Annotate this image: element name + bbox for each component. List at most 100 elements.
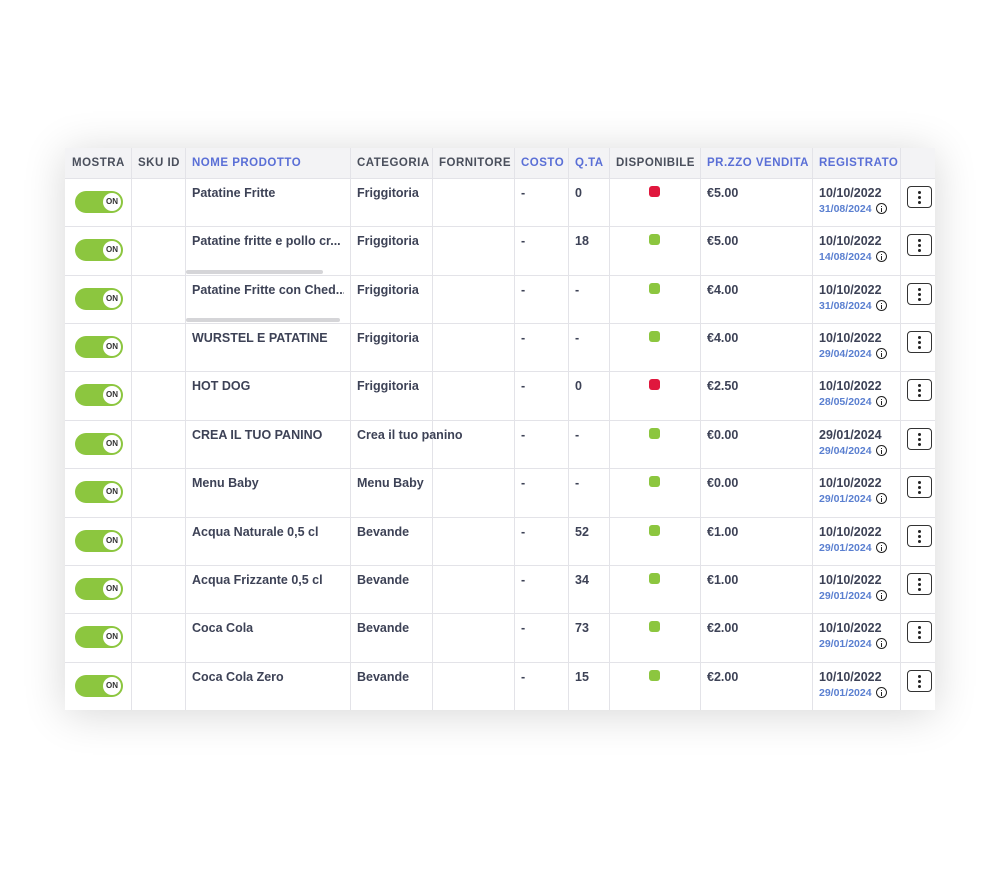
info-icon-bar [881,256,882,261]
show-toggle[interactable]: ON [75,336,123,359]
cost: - [521,476,526,491]
registered-date: 10/10/2022 [819,669,882,684]
column-divider [609,148,610,710]
category: Friggitoria [357,234,419,249]
row-actions-button[interactable] [907,427,932,450]
show-toggle[interactable]: ON [75,239,123,262]
quantity: 18 [575,234,589,249]
row-divider [65,468,935,470]
info-icon-dot [881,641,882,643]
info-icon[interactable] [876,348,887,360]
cost: - [521,621,526,636]
toggle-label: ON [103,628,121,647]
cell-scrollbar [186,318,340,323]
info-icon-bar [881,594,882,599]
row-actions-button[interactable] [907,186,932,208]
show-toggle[interactable]: ON [75,287,123,310]
row-actions-button[interactable] [907,282,932,305]
info-icon[interactable] [876,638,887,650]
show-toggle[interactable]: ON [75,384,123,407]
product-name: Patatine Fritte [192,186,276,200]
updated-date: 29/04/2024 [819,348,872,361]
updated-date: 28/05/2024 [819,396,872,409]
product-name: Patatine fritte e pollo cr... [192,234,341,249]
quantity: - [575,331,580,346]
quantity: - [575,476,580,491]
sale-price: €1.00 [707,524,739,539]
quantity: 0 [575,186,582,200]
column-header: MOSTRA [72,157,125,169]
show-toggle[interactable]: ON [75,529,123,552]
toggle-label: ON [103,193,121,211]
column-header: FORNITORE [439,157,512,169]
cost: - [521,379,526,394]
registered-date: 10/10/2022 [819,234,882,249]
availability-dot [649,669,660,681]
column-divider [900,148,901,710]
quantity: - [575,282,580,297]
show-toggle[interactable]: ON [75,191,123,213]
row-divider [65,371,935,373]
registered-date: 10/10/2022 [819,524,882,539]
product-name: Acqua Naturale 0,5 cl [192,524,319,539]
info-icon-dot [881,254,882,256]
row-divider [65,613,935,615]
row-divider [65,564,935,566]
row-actions-button[interactable] [907,379,932,402]
info-icon-dot [881,689,882,691]
availability-dot [649,476,660,488]
info-icon-dot [881,206,882,207]
info-icon-dot [881,592,882,594]
availability-dot [649,427,660,439]
info-icon-bar [881,401,882,406]
info-icon-dot [881,447,882,449]
category: Friggitoria [357,186,419,200]
column-divider [131,148,132,710]
info-icon[interactable] [876,493,887,505]
info-icon-dot [881,399,882,401]
column-divider [432,148,433,710]
info-icon[interactable] [876,444,887,456]
info-icon[interactable] [876,686,887,698]
quantity: - [575,427,580,442]
info-icon-bar [881,691,882,696]
column-divider [185,148,186,710]
info-icon[interactable] [876,299,887,311]
column-divider [700,148,701,710]
row-actions-button[interactable] [907,621,932,644]
row-actions-button[interactable] [907,572,932,595]
sale-price: €0.00 [707,427,739,442]
availability-dot [649,379,660,391]
sale-price: €0.00 [707,476,739,491]
table-header [65,148,935,178]
info-icon[interactable] [876,251,887,263]
product-name: Patatine Fritte con Ched... [192,282,344,297]
show-toggle[interactable]: ON [75,481,123,504]
show-toggle[interactable]: ON [75,674,123,697]
show-toggle[interactable]: ON [75,626,123,649]
show-toggle[interactable]: ON [75,577,123,600]
info-icon[interactable] [876,203,887,214]
availability-dot [649,186,660,197]
info-icon-dot [881,496,882,498]
sale-price: €4.00 [707,282,739,297]
sale-price: €2.50 [707,379,739,394]
show-toggle[interactable]: ON [75,432,123,455]
sale-price: €2.00 [707,621,739,636]
row-actions-button[interactable] [907,476,932,499]
info-icon[interactable] [876,541,887,553]
column-divider [350,148,351,710]
info-icon[interactable] [876,396,887,408]
toggle-label: ON [103,676,121,695]
info-icon-dot [881,351,882,353]
info-icon[interactable] [876,589,887,601]
row-actions-button[interactable] [907,234,932,257]
category: Bevande [357,524,410,539]
row-actions-button[interactable] [907,331,932,354]
product-name: Acqua Frizzante 0,5 cl [192,572,323,587]
info-icon-bar [881,546,882,551]
updated-date: 29/01/2024 [819,589,872,602]
row-actions-button[interactable] [907,524,932,547]
row-actions-button[interactable] [907,669,932,692]
column-header: COSTO [521,157,565,169]
